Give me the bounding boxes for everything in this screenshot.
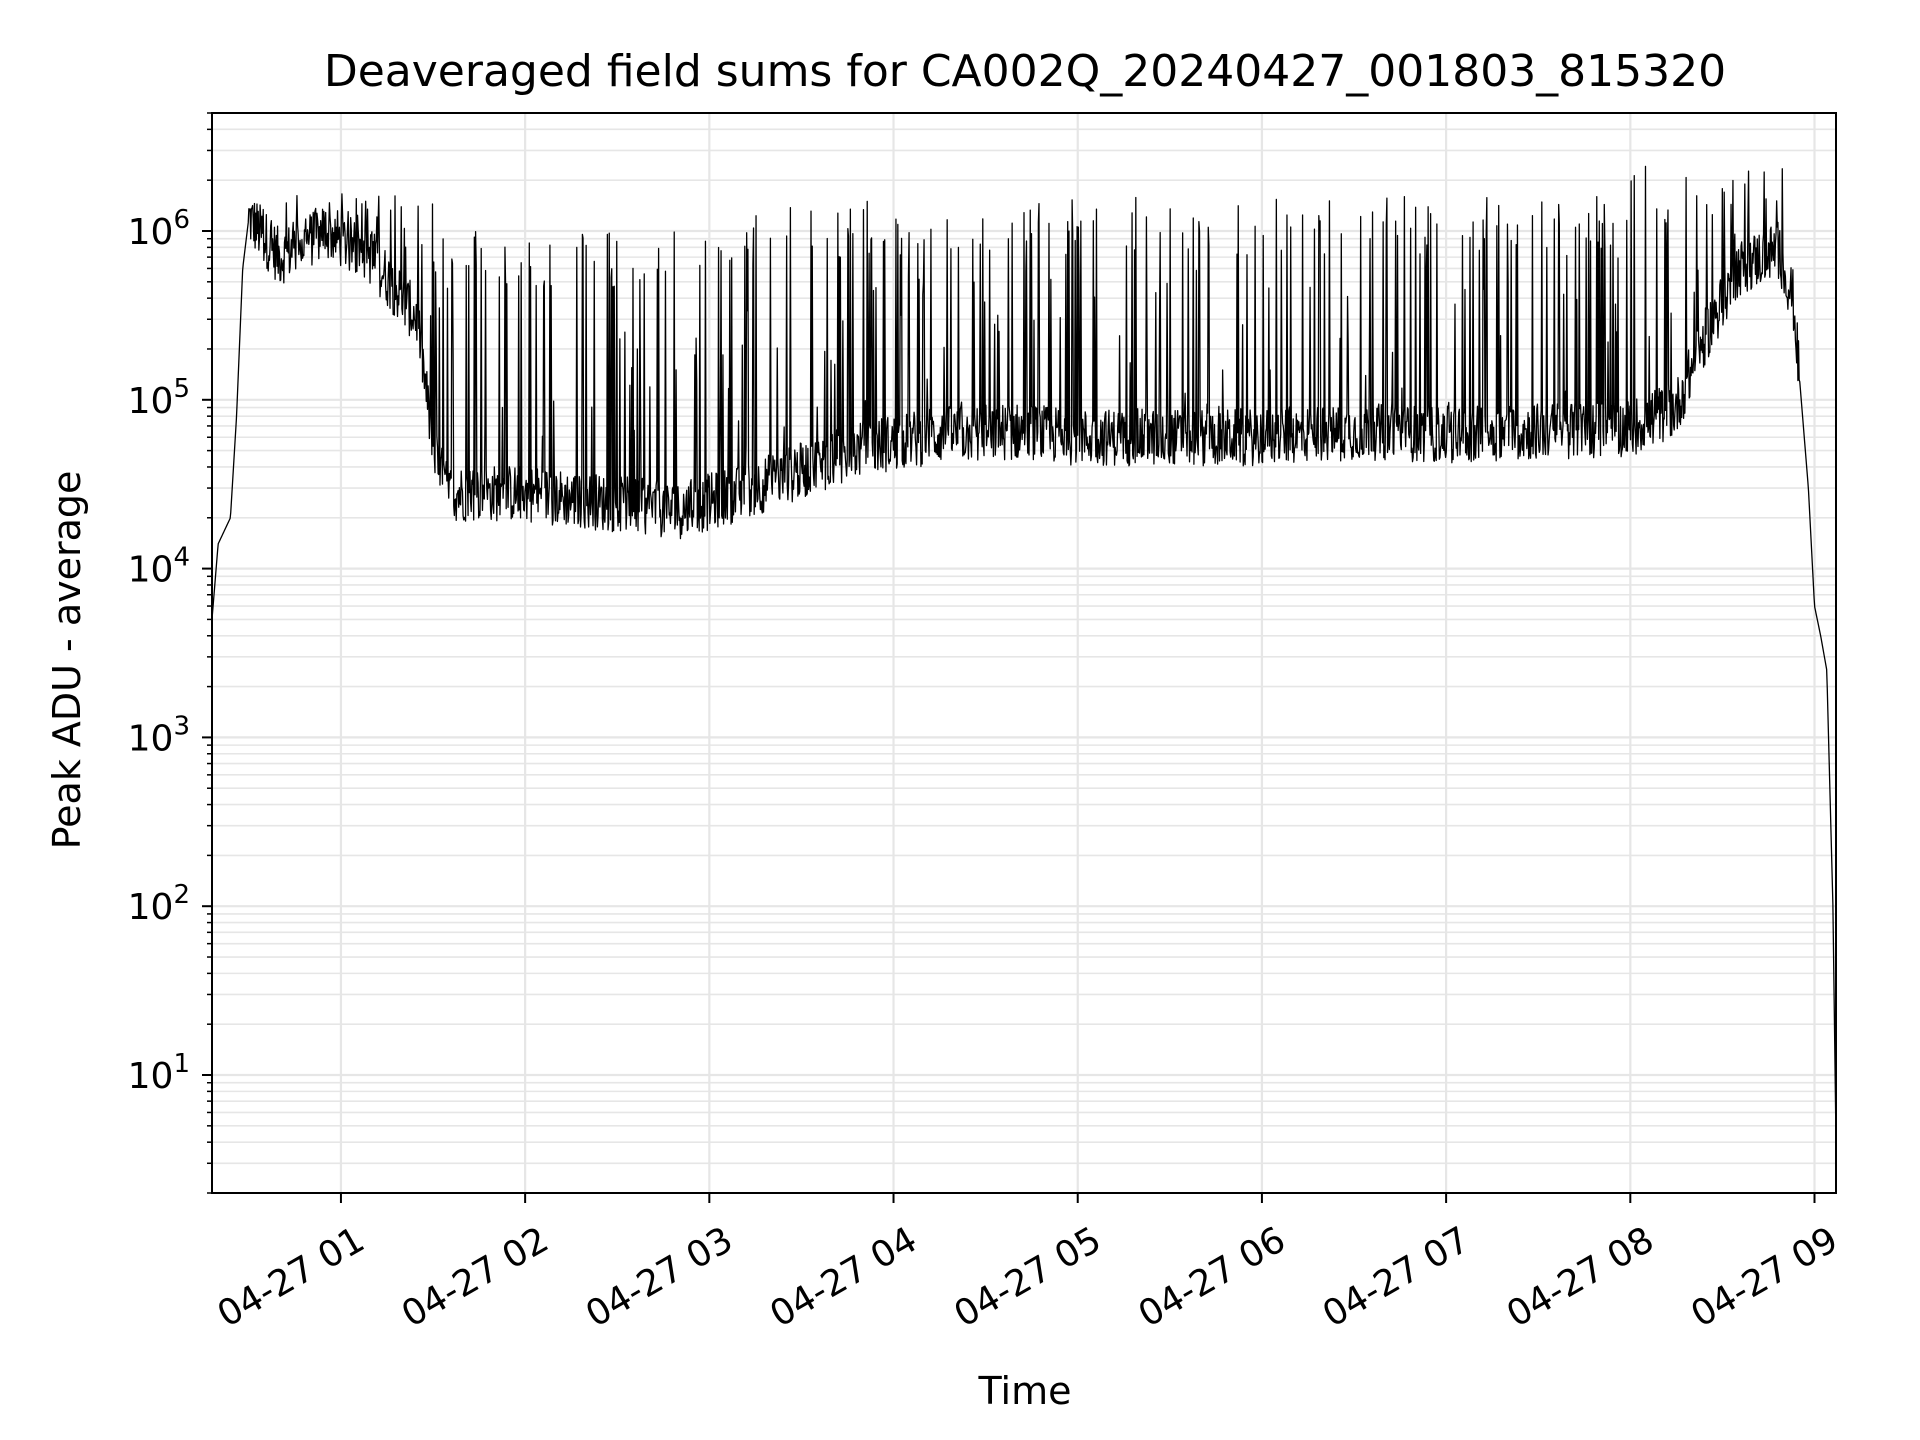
y-tick-label: 106 <box>128 205 190 253</box>
x-tick-label: 04-27 09 <box>1684 1219 1845 1335</box>
x-tick-label: 04-27 08 <box>1500 1219 1661 1335</box>
x-axis-label: Time <box>978 1369 1072 1413</box>
x-axis: 04-27 01 04-27 02 04-27 03 04-27 04 04-27 05… <box>211 1193 1845 1336</box>
x-tick-label: 04-27 06 <box>1132 1219 1293 1335</box>
y-tick-label: 101 <box>128 1049 190 1097</box>
y-axis: 101 102 103 104 105 106 <box>128 113 212 1193</box>
x-tick-label: 04-27 04 <box>763 1219 924 1335</box>
x-tick-label: 04-27 02 <box>395 1219 556 1335</box>
y-tick-label: 103 <box>128 711 190 759</box>
x-tick-label: 04-27 07 <box>1316 1219 1477 1335</box>
chart-title: Deaveraged field sums for CA002Q_2024042… <box>324 46 1726 97</box>
series-line <box>212 166 1836 1142</box>
y-tick-label: 104 <box>128 543 190 591</box>
x-tick-label: 04-27 01 <box>211 1219 372 1335</box>
y-axis-label: Peak ADU - average <box>45 471 89 850</box>
x-tick-label: 04-27 05 <box>948 1219 1109 1335</box>
y-tick-label: 102 <box>128 880 190 928</box>
y-tick-label: 105 <box>128 374 190 422</box>
series-group <box>212 166 1836 1142</box>
x-tick-label: 04-27 03 <box>579 1219 740 1335</box>
